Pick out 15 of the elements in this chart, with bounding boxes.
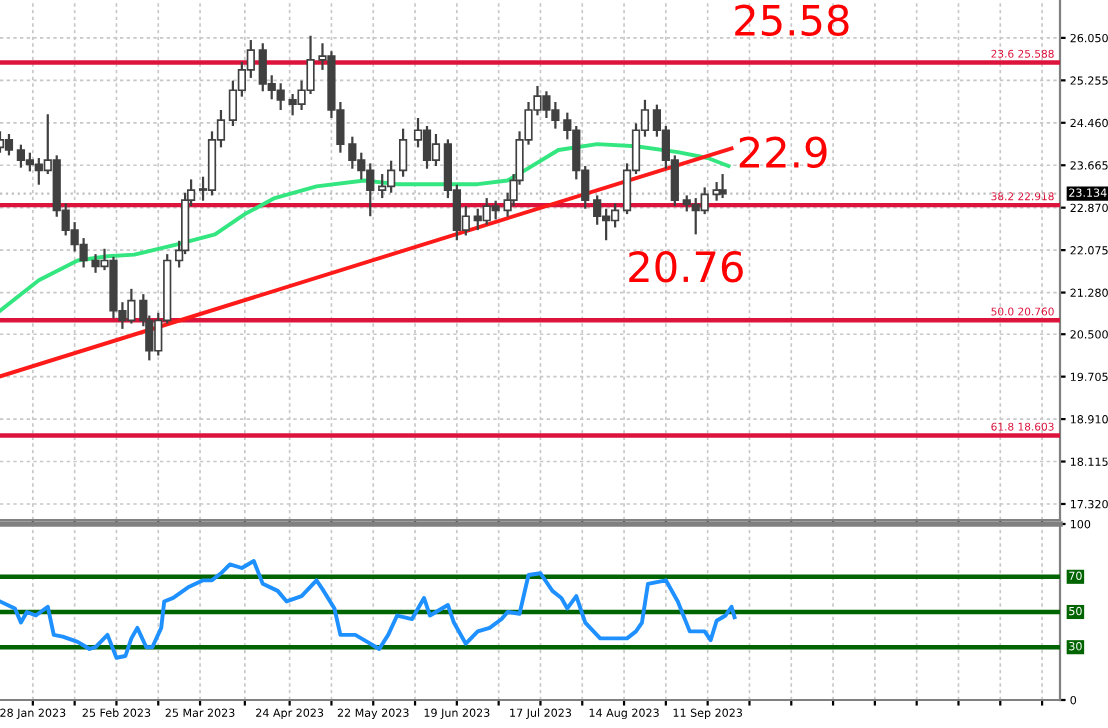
candlestick xyxy=(422,124,432,170)
annotation: 22.9 xyxy=(739,136,827,169)
candlestick xyxy=(593,194,602,226)
candlestick xyxy=(4,132,14,157)
candlestick xyxy=(276,82,285,112)
candlestick xyxy=(398,127,408,178)
candlestick xyxy=(378,172,387,200)
candlestick xyxy=(610,202,620,229)
candlestick xyxy=(718,172,727,200)
annotation: 20.76 xyxy=(629,250,743,283)
annotation: 25.58 xyxy=(735,4,849,37)
candlestick xyxy=(700,186,709,216)
line-series xyxy=(0,559,737,660)
candlestick xyxy=(431,132,441,168)
candlestick xyxy=(16,143,26,169)
